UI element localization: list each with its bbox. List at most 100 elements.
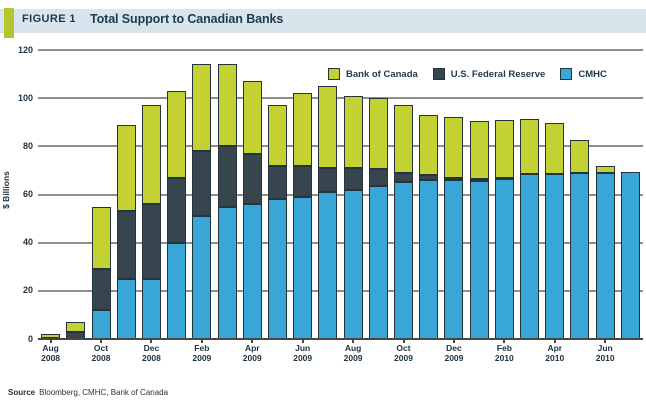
source-text: Bloomberg, CMHC, Bank of Canada <box>39 388 169 397</box>
bar-segment-bank-of-canada <box>66 322 86 332</box>
bar-segment-cmhc <box>141 278 161 339</box>
x-tick-year: 2008 <box>91 352 111 363</box>
x-tick-mark <box>452 340 455 343</box>
x-tick-month: Jun <box>295 343 311 353</box>
figure-label: FIGURE 1 <box>22 13 76 25</box>
bar-segment-bank-of-canada <box>192 64 212 152</box>
bar-segment-cmhc <box>545 174 565 339</box>
bar-segment-cmhc <box>419 180 439 339</box>
gridline-120 <box>38 49 643 51</box>
x-tick-month: Oct <box>396 343 411 353</box>
x-tick-mark <box>553 340 556 343</box>
bar-segment-bank-of-canada <box>318 86 338 168</box>
bar-segment-cmhc <box>620 171 640 339</box>
bar-segment-u-s-federal-reserve <box>267 165 287 200</box>
legend-item-u-s-federal-reserve: U.S. Federal Reserve <box>432 68 546 80</box>
y-tick-label: 60 <box>22 189 33 199</box>
x-tick-month: Dec <box>143 343 160 353</box>
bar-segment-cmhc <box>217 206 237 339</box>
gridline-80 <box>38 145 643 148</box>
bar-segment-u-s-federal-reserve <box>318 168 338 193</box>
legend-label: CMHC <box>578 68 607 80</box>
x-tick-month: Aug <box>344 343 362 353</box>
x-tick-year: 2008 <box>141 352 161 363</box>
x-tick-label: Oct 2009 <box>382 343 426 363</box>
x-tick-mark <box>604 340 607 343</box>
bar-segment-u-s-federal-reserve <box>469 178 489 182</box>
bar-apr-2009 <box>242 0 262 339</box>
x-tick-month: Aug <box>42 343 59 353</box>
bar-segment-cmhc <box>91 310 111 339</box>
gridline-100 <box>38 97 643 100</box>
x-tick-year: 2009 <box>242 352 262 363</box>
bar-segment-cmhc <box>167 242 187 339</box>
bar-segment-cmhc <box>368 186 388 339</box>
x-tick-year: 2009 <box>192 352 212 363</box>
x-tick-year: 2010 <box>494 352 514 363</box>
gridline-40 <box>38 241 643 244</box>
x-tick-month: Feb <box>194 343 210 353</box>
legend-swatch-bank-of-canada <box>328 68 340 80</box>
bar-segment-bank-of-canada <box>41 334 61 338</box>
y-tick-label: 120 <box>17 44 33 55</box>
x-tick-year: 2010 <box>545 352 565 363</box>
chart-legend: Bank of Canada U.S. Federal Reserve CMHC <box>328 68 607 80</box>
x-tick-label: Feb 2009 <box>180 343 224 363</box>
x-tick-month: Apr <box>547 343 563 353</box>
bar-segment-bank-of-canada <box>267 105 287 166</box>
x-tick-year: 2009 <box>444 352 464 363</box>
y-tick-label: 20 <box>22 285 33 296</box>
bar-jun-2009 <box>293 0 313 339</box>
gridline-20 <box>38 289 643 292</box>
x-tick-mark <box>150 340 153 343</box>
source-label: Source <box>8 388 36 397</box>
bar-may-2010 <box>570 0 590 339</box>
bar-segment-cmhc <box>394 182 414 339</box>
x-tick-year: 2009 <box>343 352 363 363</box>
bar-jan-2009 <box>167 0 187 339</box>
legend-label: Bank of Canada <box>346 68 418 80</box>
x-tick-year: 2009 <box>394 352 413 363</box>
y-tick-label: 100 <box>17 92 33 103</box>
y-tick-label: 40 <box>22 237 33 248</box>
source-note: Source Bloomberg, CMHC, Bank of Canada <box>8 388 168 397</box>
bar-segment-u-s-federal-reserve <box>167 177 187 243</box>
bar-segment-cmhc <box>192 216 212 339</box>
bar-sep-2008 <box>66 0 86 339</box>
bar-segment-cmhc <box>267 199 287 339</box>
bar-segment-bank-of-canada <box>545 123 565 175</box>
bar-segment-bank-of-canada <box>469 121 489 179</box>
bar-may-2009 <box>267 0 287 339</box>
y-tick-label: 0 <box>27 333 33 344</box>
bar-nov-2008 <box>116 0 136 339</box>
bar-feb-2010 <box>494 0 514 339</box>
bar-segment-bank-of-canada <box>570 140 590 173</box>
bar-segment-u-s-federal-reserve <box>343 168 363 190</box>
bar-segment-u-s-federal-reserve <box>444 177 464 181</box>
bar-segment-u-s-federal-reserve <box>419 175 439 181</box>
bar-segment-bank-of-canada <box>167 90 187 178</box>
legend-label: U.S. Federal Reserve <box>450 68 546 80</box>
bar-segment-bank-of-canada <box>217 64 237 147</box>
x-tick-label: Aug 2009 <box>331 343 375 363</box>
bar-segment-cmhc <box>242 204 262 339</box>
bar-apr-2010 <box>545 0 565 339</box>
bar-aug-2009 <box>343 0 363 339</box>
bar-segment-bank-of-canada <box>394 105 414 173</box>
bar-segment-u-s-federal-reserve <box>394 172 414 183</box>
x-tick-mark <box>200 340 203 343</box>
bar-oct-2009 <box>394 0 414 339</box>
bar-segment-cmhc <box>520 174 540 339</box>
bar-segment-bank-of-canada <box>141 105 161 205</box>
bar-segment-bank-of-canada <box>444 117 464 178</box>
figure-accent-bar <box>4 8 14 38</box>
bar-jul-2009 <box>318 0 338 339</box>
x-tick-label: Dec 2008 <box>129 343 173 363</box>
bar-mar-2010 <box>520 0 540 339</box>
x-tick-label: Jun 2009 <box>281 343 325 363</box>
bar-segment-cmhc <box>116 278 136 339</box>
figure-title: Total Support to Canadian Banks <box>90 12 284 26</box>
bar-jun-2010 <box>595 0 615 339</box>
bar-dec-2009 <box>444 0 464 339</box>
